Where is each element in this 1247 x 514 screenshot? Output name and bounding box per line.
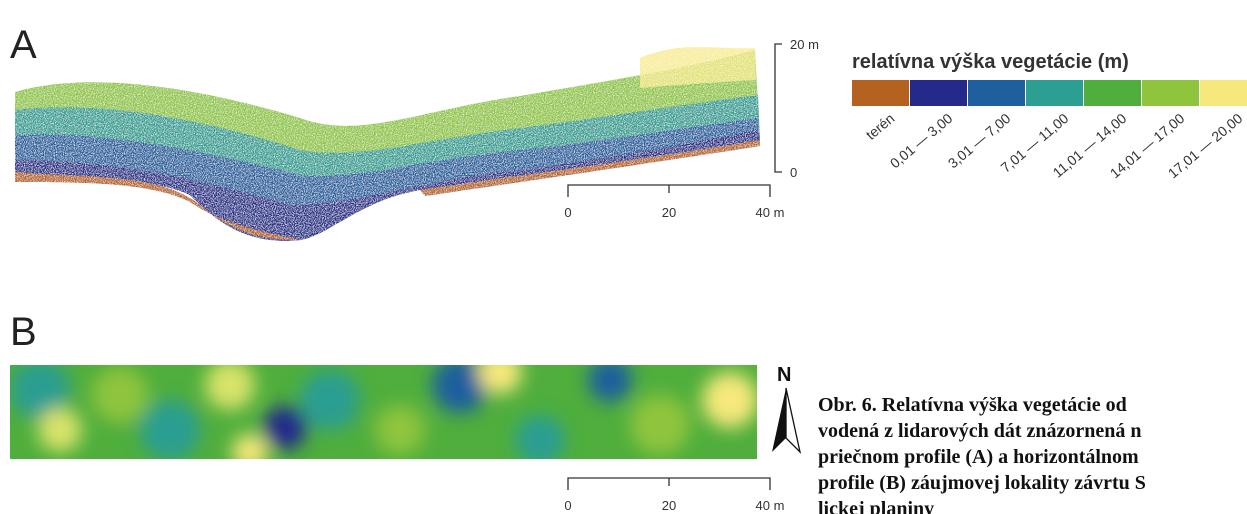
scale-bar: 0 20 40 m xyxy=(564,477,785,513)
scale-bar-label: 40 m xyxy=(756,498,785,513)
legend-label: terén xyxy=(863,110,898,143)
panel-label: A xyxy=(10,23,37,67)
scale-bar: 0 20 40 m xyxy=(564,184,785,220)
legend-swatch xyxy=(1142,80,1199,106)
height-scale-top: 20 m xyxy=(790,37,819,52)
legend-swatch xyxy=(910,80,967,106)
legend-swatch xyxy=(1084,80,1141,106)
legend-swatch xyxy=(1026,80,1083,106)
legend-label: 0,01 — 3,00 xyxy=(887,110,956,171)
north-label: N xyxy=(777,364,791,386)
height-map xyxy=(10,365,757,459)
caption: Obr. 6. Relatívna výška vegetácie od vode… xyxy=(818,394,1146,514)
scale-bar-label: 40 m xyxy=(756,205,785,220)
height-scale xyxy=(774,43,782,173)
scale-bar-line xyxy=(567,477,771,490)
panel-label: B xyxy=(10,310,37,354)
legend-title: relatívna výška vegetácie (m) xyxy=(852,51,1129,73)
scale-bar-label: 0 xyxy=(564,205,571,220)
scale-bar-label: 0 xyxy=(564,498,571,513)
legend-swatch xyxy=(1200,80,1247,106)
caption-line: Obr. 6. Relatívna výška vegetácie od xyxy=(818,394,1127,416)
caption-line: lickej planiny xyxy=(818,498,934,514)
legend-swatch xyxy=(852,80,909,106)
caption-line: profile (B) záujmovej lokality závrtu S xyxy=(818,472,1146,494)
caption-line: vodená z lidarových dát znázornená n xyxy=(818,420,1142,442)
lidar-profile xyxy=(15,47,760,241)
north-arrow xyxy=(772,387,802,455)
height-scale-bottom: 0 xyxy=(790,165,797,180)
scale-bar-label: 20 xyxy=(662,498,676,513)
legend-swatch xyxy=(968,80,1025,106)
caption-line: priečnom profile (A) a horizontálnom xyxy=(818,446,1139,468)
scale-bar-label: 20 xyxy=(662,205,676,220)
scale-bar-line xyxy=(567,184,771,197)
